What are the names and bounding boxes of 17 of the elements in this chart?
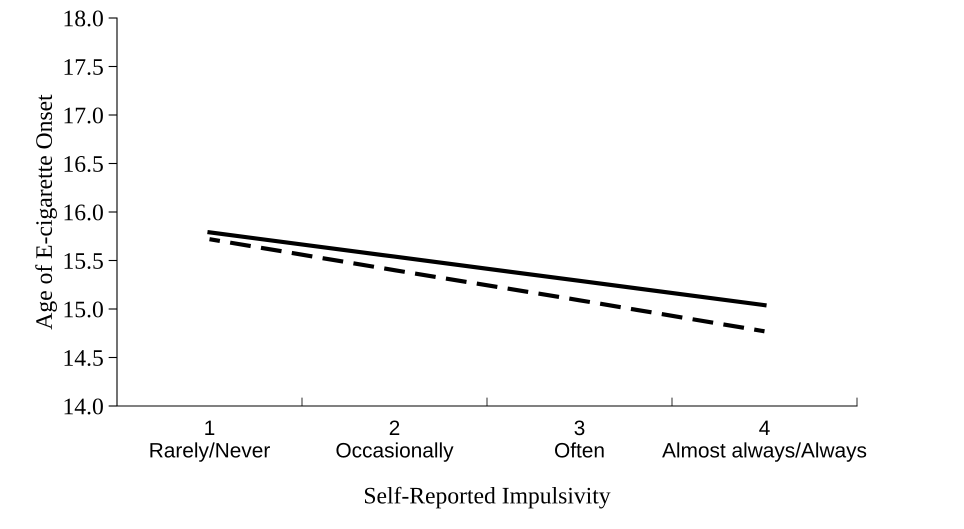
y-tick-label: 16.5 — [64, 156, 103, 172]
y-tick-label: 18.0 — [64, 10, 103, 27]
line-series — [207, 237, 767, 334]
y-tick-label: 14.0 — [64, 398, 103, 415]
x-tick-label: 2 Occasionally — [336, 420, 454, 462]
x-axis-title: Self-Reported Impulsivity — [364, 486, 611, 508]
x-tick-label: 3 Often — [555, 420, 604, 458]
y-tick-label: 14.5 — [64, 350, 103, 366]
x-tick-label: 1 Rarely/Never — [150, 420, 270, 462]
line-series — [207, 230, 767, 308]
x-tick-label: 4 Almost always/Always — [662, 420, 866, 462]
y-tick-label: 16.0 — [64, 204, 103, 221]
y-tick-label: 15.5 — [64, 253, 103, 270]
y-axis-title: Age of E-cigarette Onset — [35, 94, 57, 330]
y-tick-label: 17.5 — [64, 59, 103, 76]
y-tick-label: 17.0 — [64, 107, 103, 124]
y-tick-label: 15.0 — [64, 301, 103, 318]
